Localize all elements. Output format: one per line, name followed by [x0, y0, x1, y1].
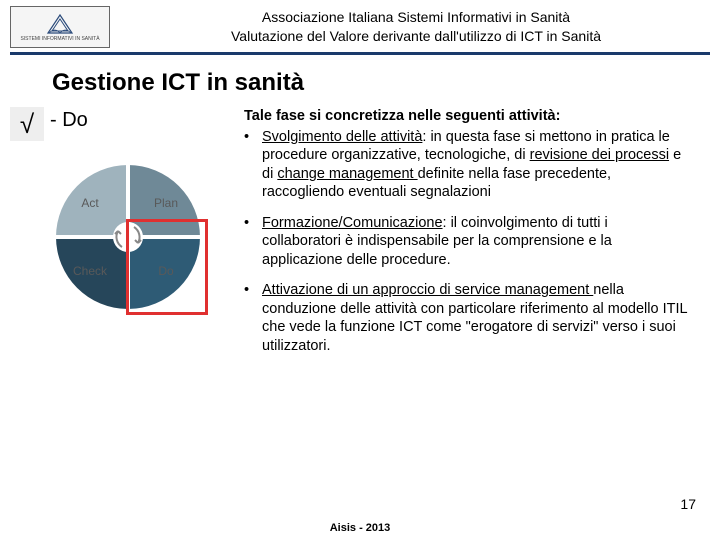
- intro-text: Tale fase si concretizza nelle seguenti …: [244, 107, 690, 126]
- label-check: Check: [73, 264, 108, 278]
- do-label: - Do: [50, 107, 88, 132]
- header-text: Associazione Italiana Sistemi Informativ…: [122, 6, 710, 46]
- page-number: 17: [680, 496, 696, 512]
- header: SISTEMI INFORMATIVI IN SANITÀ Associazio…: [0, 0, 720, 52]
- org-logo: SISTEMI INFORMATIVI IN SANITÀ: [10, 6, 110, 48]
- bullet-dot: •: [244, 128, 262, 202]
- checkmark-icon: √: [10, 107, 44, 141]
- label-plan: Plan: [154, 196, 178, 210]
- b0-tail: change management: [277, 166, 417, 182]
- page-title: Gestione ICT in sanità: [52, 69, 690, 97]
- label-act: Act: [81, 196, 99, 210]
- logo-triangle-icon: [45, 13, 75, 35]
- b2-lead: Attivazione di un approccio di service m…: [262, 282, 593, 298]
- list-item: • Svolgimento delle attività: in questa …: [244, 128, 690, 202]
- list-item: • Formazione/Comunicazione: il coinvolgi…: [244, 214, 690, 270]
- bullet-dot: •: [244, 281, 262, 355]
- bullet-list: • Svolgimento delle attività: in questa …: [244, 128, 690, 356]
- header-line2: Valutazione del Valore derivante dall'ut…: [122, 27, 710, 46]
- list-item: • Attivazione di un approccio di service…: [244, 281, 690, 355]
- b0-mid: revisione dei processi: [530, 147, 669, 163]
- bullet-dot: •: [244, 214, 262, 270]
- header-line1: Associazione Italiana Sistemi Informativ…: [122, 8, 710, 27]
- do-highlight-box: [126, 219, 208, 315]
- right-column: Tale fase si concretizza nelle seguenti …: [244, 107, 690, 368]
- left-column: √ - Do: [44, 107, 234, 332]
- b1-lead: Formazione/Comunicazione: [262, 215, 443, 231]
- b0-lead: Svolgimento delle attività: [262, 129, 422, 145]
- content: Gestione ICT in sanità √ - Do: [0, 55, 720, 368]
- footer-text: Aisis - 2013: [0, 522, 720, 534]
- logo-caption: SISTEMI INFORMATIVI IN SANITÀ: [20, 36, 99, 42]
- pdca-wheel: Plan Do Check Act: [38, 147, 234, 332]
